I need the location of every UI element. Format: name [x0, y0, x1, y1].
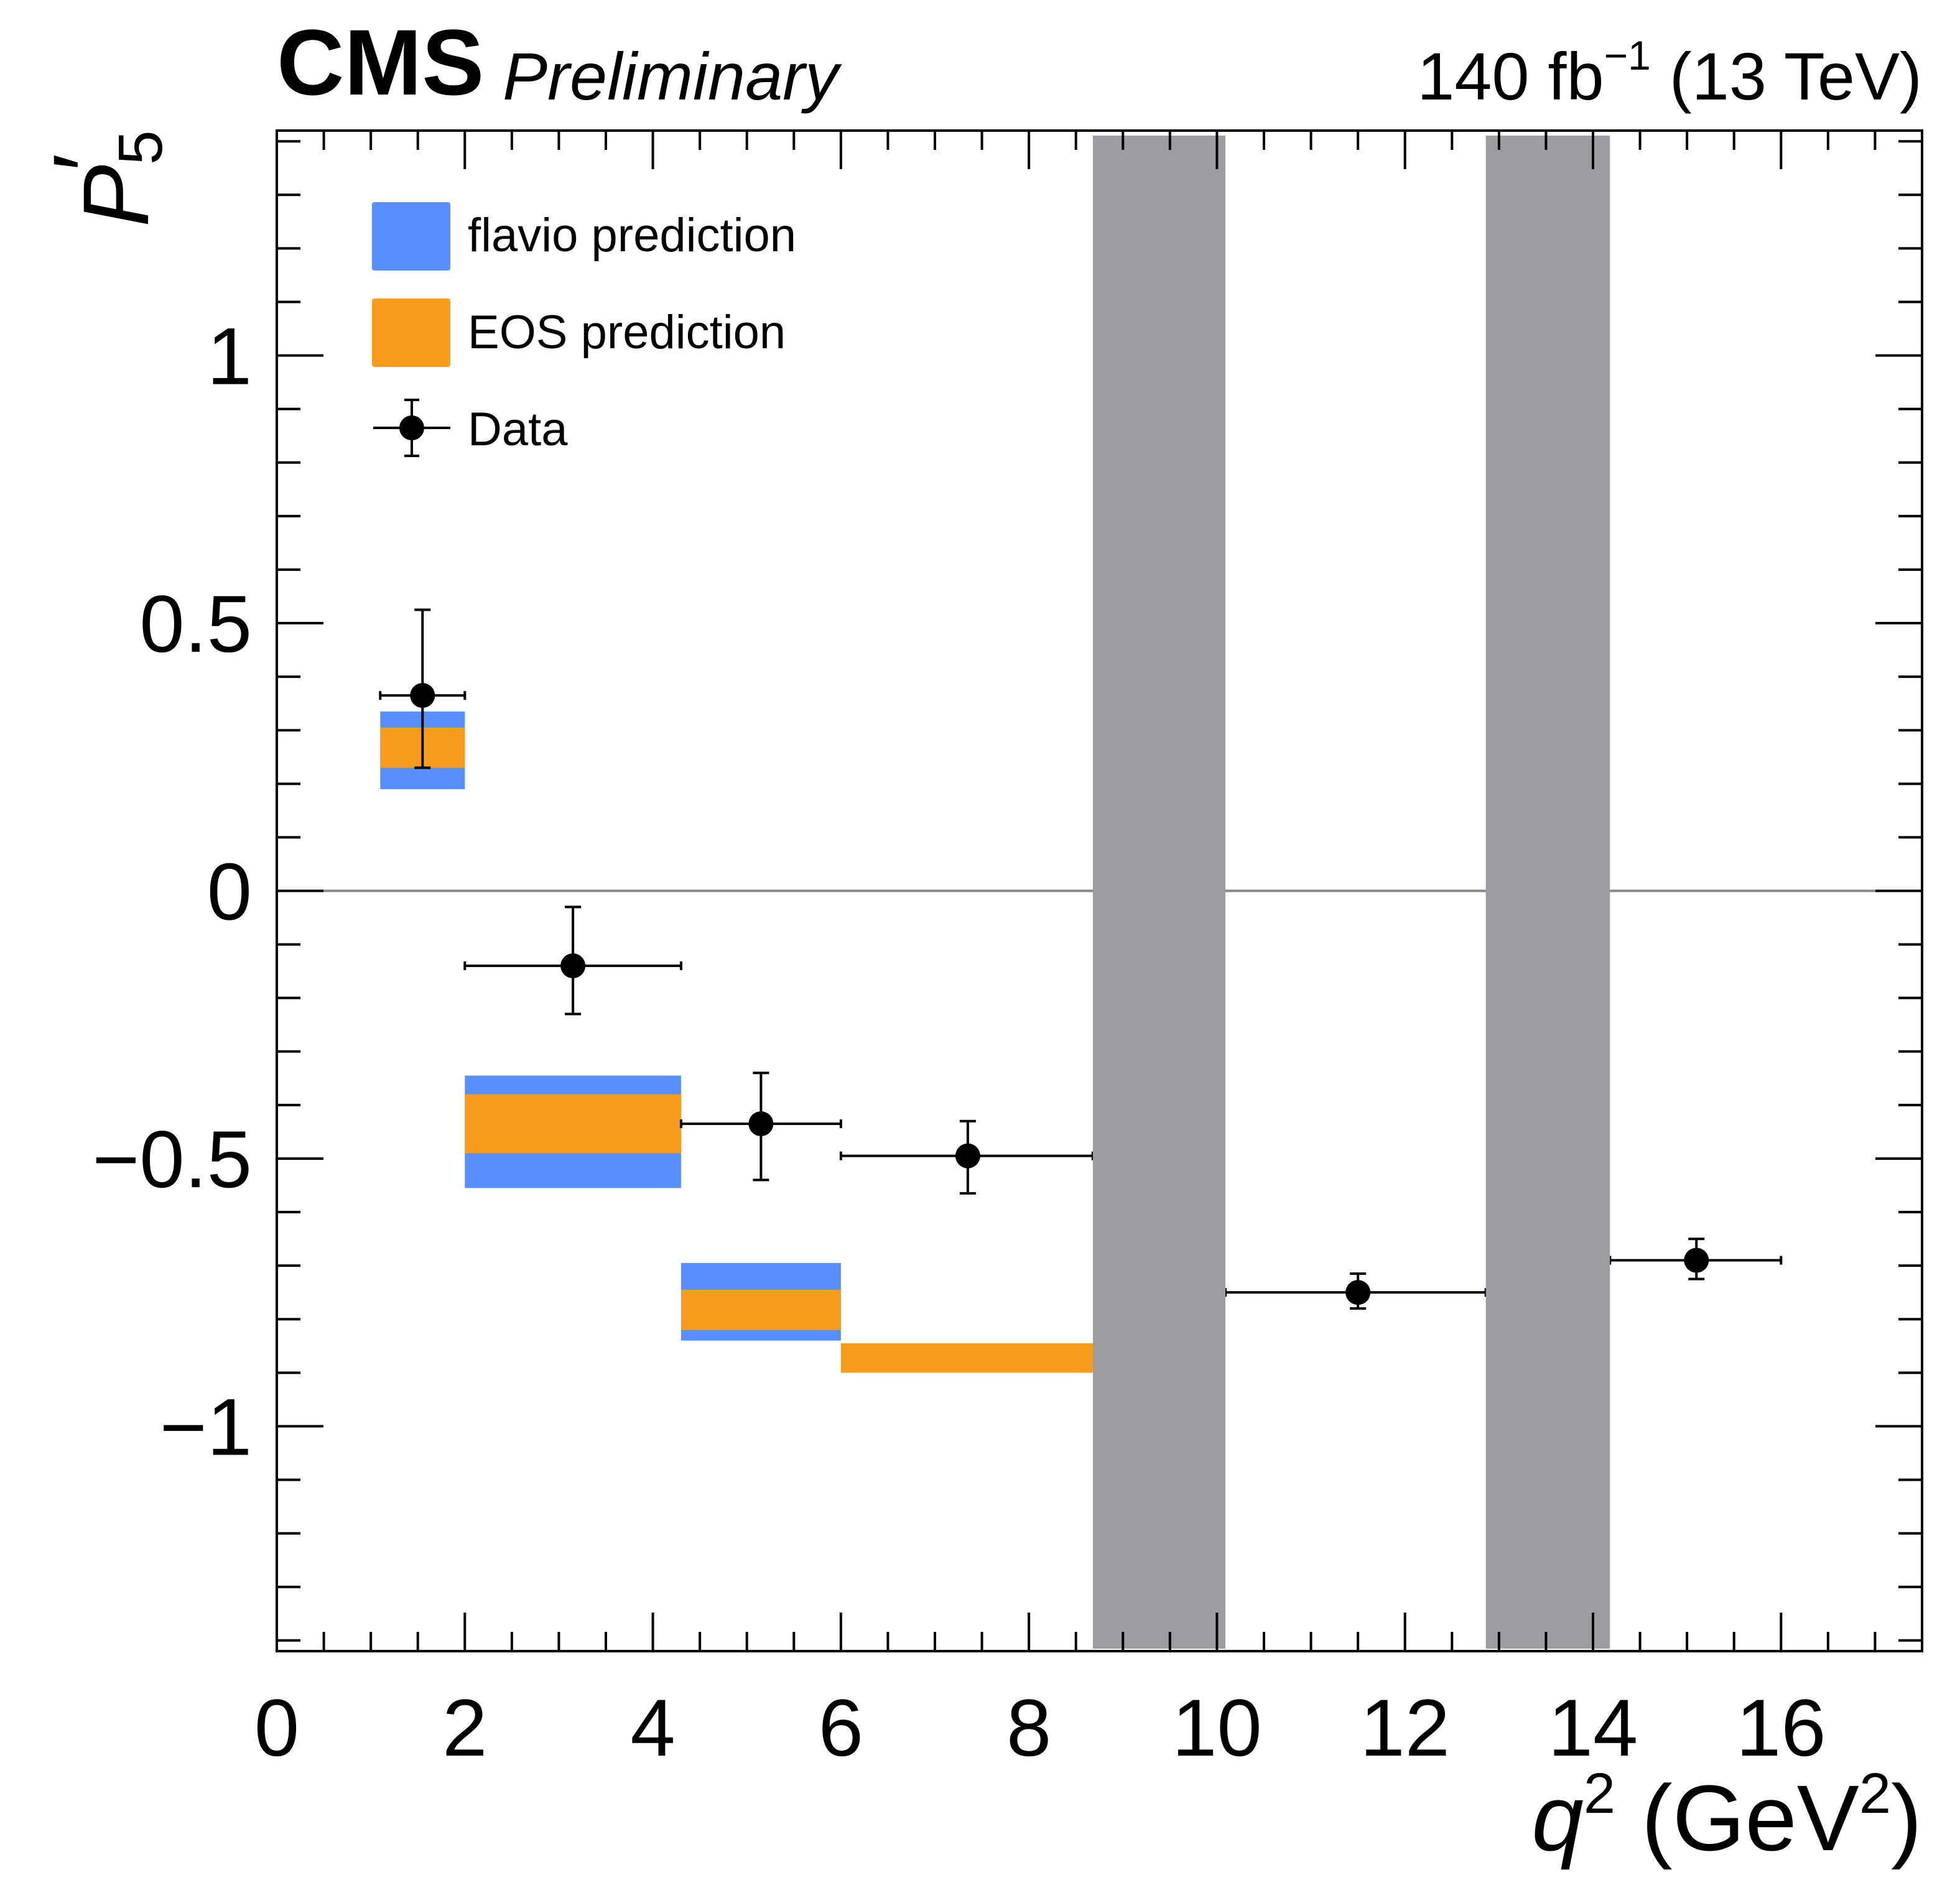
x-tick-label-1: 2: [442, 1682, 487, 1773]
data-marker-5: [1684, 1248, 1709, 1273]
axis-ticks: 0 2 4 6 8 10 12 14 16 −1 −0.5 0 0.5 1: [92, 131, 1922, 1773]
data-point-2: [679, 1072, 842, 1182]
eos-band-1: [465, 1094, 681, 1154]
y-title-prime: ′: [34, 154, 138, 171]
x-tick-label-2: 4: [630, 1682, 675, 1773]
x-axis-title: q2 (GeV2): [1531, 1762, 1922, 1870]
data-marker-4: [1345, 1280, 1371, 1305]
lumi-prefix: 140 fb: [1417, 39, 1604, 114]
y-tick-label-4: 1: [207, 311, 252, 402]
lumi-exponent: −1: [1604, 32, 1651, 78]
y-title-main: P: [63, 165, 168, 227]
data-marker-0: [410, 683, 435, 708]
x-tick-label-5: 10: [1172, 1682, 1262, 1773]
data-marker-1: [560, 953, 586, 979]
data-point-4: [1224, 1272, 1487, 1310]
veto-regions: [1092, 136, 1610, 1649]
x-tick-label-0: 0: [254, 1682, 299, 1773]
status-label: Preliminary: [503, 39, 842, 114]
veto-band-0: [1092, 136, 1226, 1649]
x-title-var-exp: 2: [1584, 1762, 1615, 1825]
data-point-5: [1609, 1238, 1783, 1280]
y-tick-label-1: −0.5: [92, 1114, 252, 1205]
lumi-label: 140 fb−1 (13 TeV): [1417, 32, 1922, 114]
veto-band-1: [1485, 136, 1610, 1649]
plot-frame: [276, 129, 1923, 1652]
legend-swatch-flavio: [372, 202, 450, 271]
svg-text:P5: P5: [63, 130, 175, 227]
x-title-unit-close: ): [1891, 1766, 1922, 1870]
plot-border: [276, 129, 1923, 1652]
legend-label-flavio: flavio prediction: [468, 209, 796, 262]
legend: flavio prediction EOS prediction Data: [372, 202, 796, 457]
eos-band-3: [840, 1343, 1093, 1373]
data-point-1: [463, 905, 682, 1016]
x-tick-label-6: 12: [1360, 1682, 1450, 1773]
x-title-unit-open: (GeV: [1615, 1766, 1859, 1870]
legend-label-data: Data: [468, 403, 568, 456]
x-tick-label-8: 16: [1736, 1682, 1826, 1773]
x-title-var: q: [1531, 1766, 1583, 1870]
x-tick-label-7: 14: [1548, 1682, 1638, 1773]
legend-marker-data: [373, 399, 450, 457]
energy-label: (13 TeV): [1651, 39, 1922, 114]
x-title-unit-exp: 2: [1859, 1762, 1891, 1825]
data-marker-2: [748, 1111, 774, 1136]
y-tick-label-3: 0.5: [139, 578, 252, 669]
x-tick-label-3: 6: [819, 1682, 863, 1773]
y-title-subscript: 5: [106, 130, 175, 165]
y-axis-title: P5 ′: [34, 130, 175, 227]
y-tick-label-2: 0: [207, 846, 252, 937]
data-marker-3: [955, 1143, 980, 1169]
eos-band-2: [680, 1289, 841, 1330]
experiment-label: CMS: [277, 10, 484, 114]
x-tick-label-4: 8: [1006, 1682, 1051, 1773]
data-point-0: [379, 608, 467, 769]
legend-swatch-eos: [372, 299, 450, 367]
legend-label-eos: EOS prediction: [468, 306, 786, 359]
data-points: [379, 608, 1783, 1310]
y-tick-label-0: −1: [160, 1381, 252, 1472]
